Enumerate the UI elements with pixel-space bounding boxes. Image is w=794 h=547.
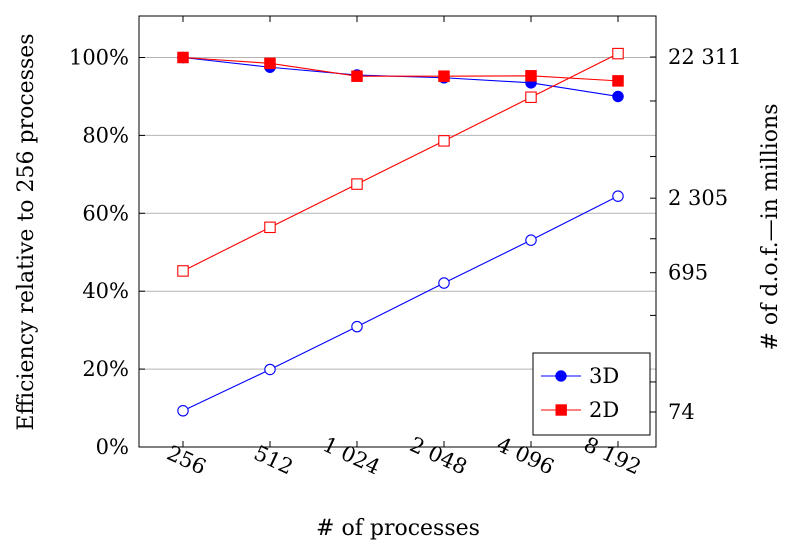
efficiency-point bbox=[177, 51, 189, 64]
dof-point bbox=[612, 47, 624, 60]
x-tick-label: 1 024 bbox=[319, 432, 384, 479]
y-axis-label-left: Efficiency relative to 256 processes bbox=[14, 33, 39, 430]
legend-marker bbox=[555, 370, 567, 382]
legend-box bbox=[532, 352, 651, 436]
y-tick-label-right: 2 305 bbox=[668, 186, 728, 210]
dof-point bbox=[351, 320, 363, 333]
efficiency-point bbox=[612, 90, 624, 103]
dof-line bbox=[182, 195, 619, 412]
grid bbox=[139, 57, 656, 370]
y-tick-label-left: 100% bbox=[69, 46, 129, 70]
dof-point bbox=[525, 234, 537, 246]
2d-efficiency-line bbox=[182, 56, 619, 82]
efficiency-point bbox=[525, 70, 537, 82]
y-tick-label-left: 80% bbox=[82, 123, 129, 147]
x-tick-label: 2 048 bbox=[406, 432, 471, 479]
dof-point bbox=[438, 277, 450, 289]
y-tick-label-left: 0% bbox=[96, 435, 129, 459]
dof-point bbox=[264, 363, 276, 376]
efficiency-point bbox=[351, 70, 363, 82]
plot-frame bbox=[138, 15, 657, 448]
y-tick-label-right: 74 bbox=[668, 400, 695, 424]
efficiency-point bbox=[264, 57, 276, 70]
x-axis-label: # of processes bbox=[316, 516, 480, 541]
dof-point bbox=[438, 135, 450, 147]
x-tick-label: 4 096 bbox=[493, 432, 558, 479]
y-tick-label-right: 695 bbox=[668, 261, 708, 285]
dof-point bbox=[177, 405, 189, 417]
dof-point bbox=[525, 91, 537, 103]
x-tick-label: 8 192 bbox=[580, 432, 645, 479]
dof-point bbox=[264, 221, 276, 234]
legend-label: 2D bbox=[589, 398, 619, 422]
y-axis-label-right: # of d.o.f.—in millions bbox=[758, 104, 783, 351]
y-tick-label-left: 60% bbox=[82, 201, 129, 225]
efficiency-point bbox=[612, 75, 624, 87]
y-tick-label-left: 20% bbox=[82, 357, 129, 381]
legend-marker bbox=[555, 404, 567, 416]
dof-point bbox=[351, 178, 363, 190]
dof-point bbox=[612, 190, 624, 202]
y-tick-label-left: 40% bbox=[82, 279, 129, 303]
dof-line bbox=[182, 53, 619, 272]
series bbox=[177, 47, 624, 417]
y-tick-label-right: 22 311 bbox=[668, 45, 741, 69]
dof-point bbox=[177, 265, 189, 277]
legend-label: 3D bbox=[589, 364, 619, 388]
efficiency-point bbox=[438, 70, 450, 82]
